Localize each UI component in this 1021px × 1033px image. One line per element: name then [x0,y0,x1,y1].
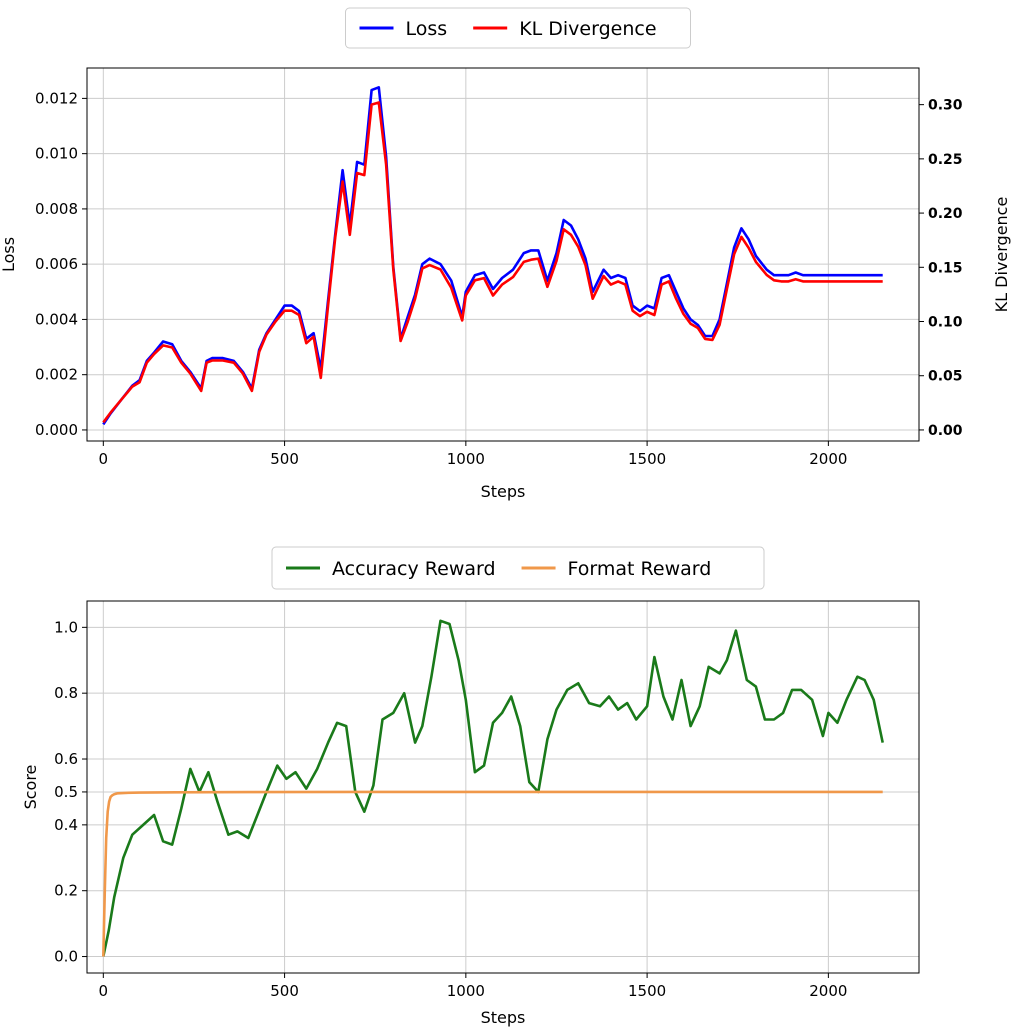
y-tick-label: 0.8 [54,684,78,702]
x-tick-label: 500 [270,982,299,1000]
x-tick-label: 1000 [447,982,485,1000]
legend-label: Format Reward [568,558,712,580]
y2-tick-label: 0.10 [928,315,963,331]
plot-frame [86,600,920,974]
y-tick-label: 0.5 [54,783,78,801]
legend: Loss KL Divergence [345,7,691,49]
legend: Accuracy Reward Format Reward [271,546,765,590]
y2-tick-label: 0.00 [928,423,963,439]
x-tick-label: 1500 [628,982,666,1000]
plot-frame [86,67,920,442]
y2-tick-label: 0.30 [928,98,963,114]
legend-box [345,7,691,49]
y-tick-label: 0.012 [35,89,78,107]
y2-axis-label: KL Divergence [992,197,1011,313]
y-tick-label: 0.0 [54,948,78,966]
y-tick-label: 0.6 [54,750,78,768]
y-tick-label: 0.010 [35,145,78,163]
y-tick-label: 0.008 [35,200,78,218]
chart-2: 0 500 1000 1500 2000 0.0 0.2 0.4 0.5 0.6 0.8 1.0 Ste… [21,546,920,1027]
series-line-loss [102,86,883,426]
series-line-format-reward [102,790,883,957]
x-tick-label: 0 [99,450,109,468]
legend-label: KL Divergence [519,18,656,40]
y-axis-label: Score [21,765,40,810]
x-axis-label: Steps [481,1008,526,1027]
legend-box [271,546,765,590]
y-tick-label: 0.004 [35,310,78,328]
x-tick-label: 2000 [809,450,847,468]
y-tick-label: 0.2 [54,882,78,900]
x-tick-label: 0 [99,982,109,1000]
x-tick-label: 1500 [628,450,666,468]
x-tick-label: 2000 [809,982,847,1000]
x-axis-label: Steps [481,482,526,501]
y2-tick-label: 0.25 [928,152,963,168]
legend-label: Loss [406,18,448,40]
y2-tick-label: 0.20 [928,206,963,222]
y-tick-label: 0.000 [35,421,78,439]
x-tick-label: 1000 [447,450,485,468]
y-tick-label: 0.4 [54,816,78,834]
x-tick-label: 500 [270,450,299,468]
y-tick-label: 1.0 [54,618,78,636]
y-tick-label: 0.006 [35,255,78,273]
y-tick-label: 0.002 [35,366,78,384]
y2-tick-label: 0.15 [928,260,963,276]
series-line-kl-divergence [102,101,883,424]
legend-label: Accuracy Reward [332,558,496,580]
y2-tick-label: 0.05 [928,369,963,385]
series-line-accuracy-reward [102,619,884,957]
chart-1: 0 500 1000 1500 2000 0.000 0.002 0.004 0.006 0.00… [0,7,1011,501]
y-axis-label: Loss [0,237,18,272]
